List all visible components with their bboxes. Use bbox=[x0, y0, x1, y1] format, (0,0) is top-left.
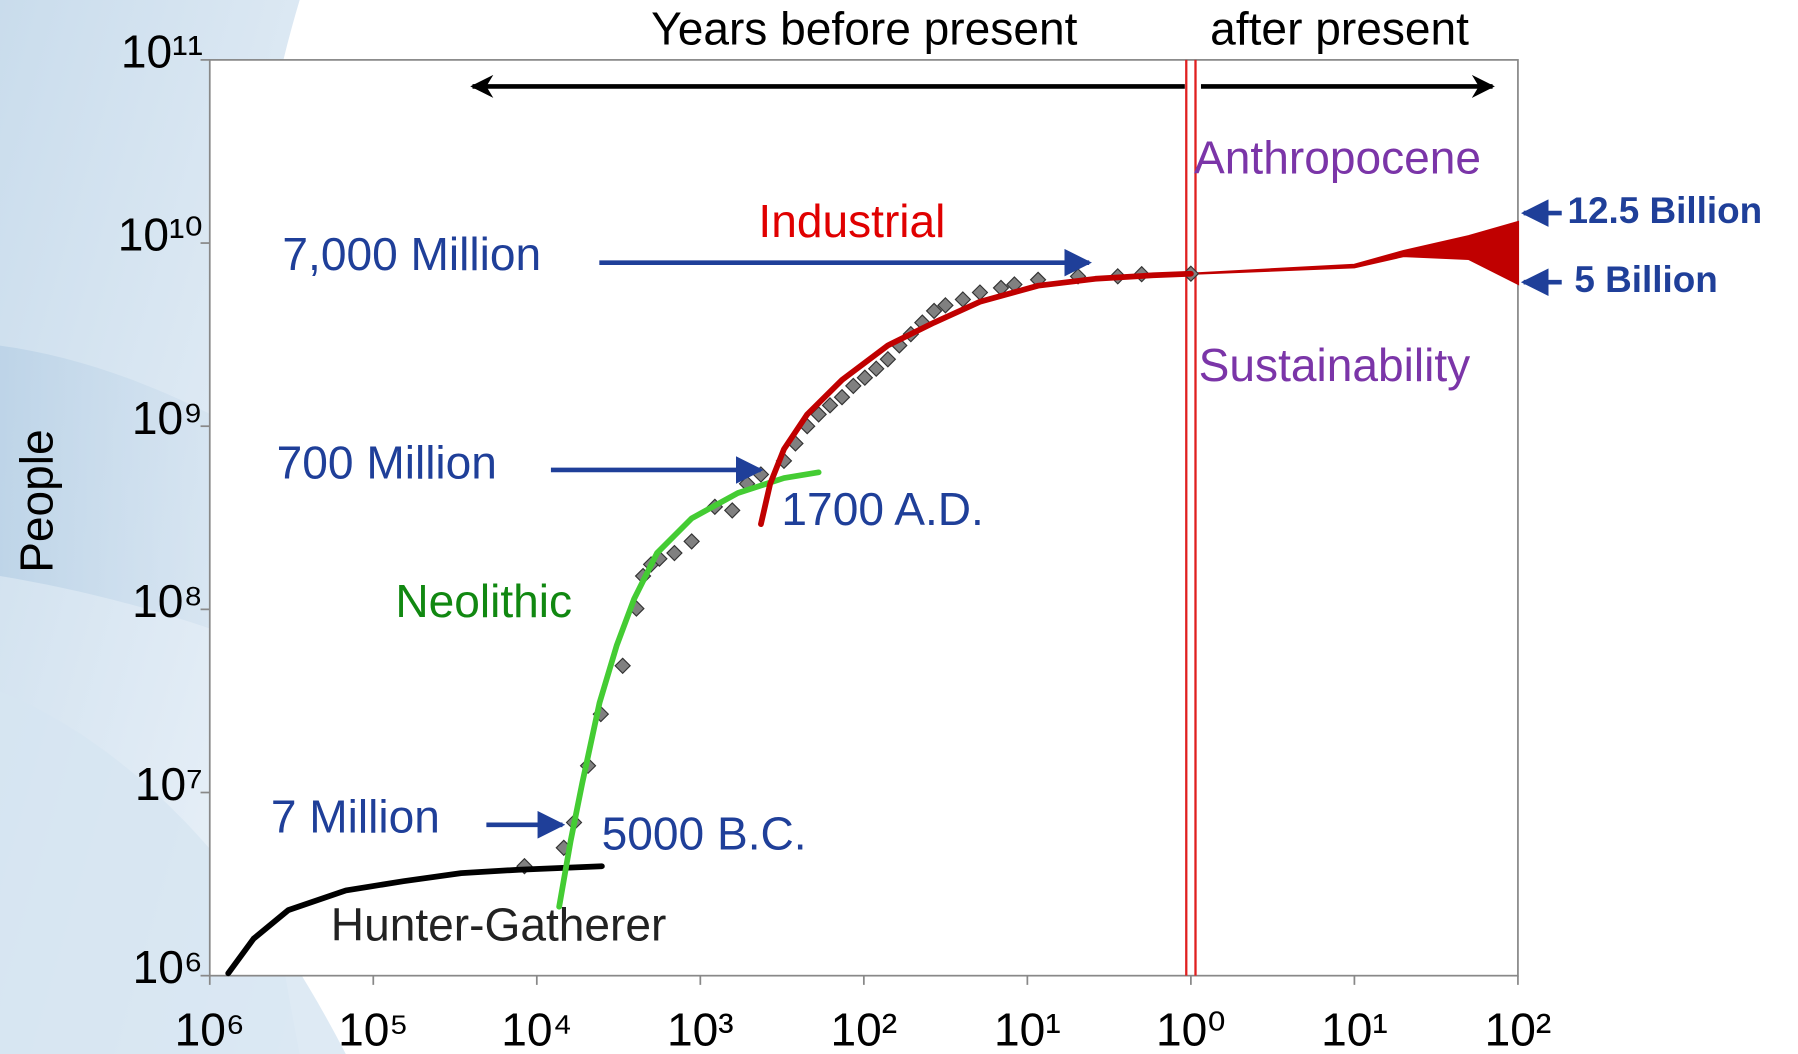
x-tick-label: 10⁶ bbox=[175, 1003, 245, 1054]
plot-area bbox=[208, 59, 1519, 977]
data-point bbox=[666, 544, 683, 562]
header-left: Years before present bbox=[651, 2, 1077, 54]
data-point bbox=[821, 397, 839, 414]
y-tick-label: 10¹¹ bbox=[121, 25, 203, 77]
y-tick-label: 10⁷ bbox=[135, 758, 203, 810]
annotation: Sustainability bbox=[1199, 339, 1471, 391]
annotation: 7 Million bbox=[271, 790, 440, 842]
data-point bbox=[879, 350, 897, 368]
series-line bbox=[758, 270, 1194, 528]
data-point bbox=[614, 657, 631, 675]
annotation: 5 Billion bbox=[1574, 259, 1717, 300]
x-tick-label: 10⁴ bbox=[501, 1003, 572, 1054]
annotation: 7,000 Million bbox=[282, 228, 541, 280]
series-label: Hunter-Gatherer bbox=[331, 899, 667, 951]
x-tick-label: 10³ bbox=[667, 1003, 734, 1054]
series-line bbox=[225, 863, 605, 977]
y-axis-label: People bbox=[11, 429, 63, 572]
data-point bbox=[856, 369, 874, 387]
annotation: 12.5 Billion bbox=[1567, 190, 1762, 231]
y-tick-label: 10¹⁰ bbox=[118, 209, 203, 261]
x-tick-label: 10⁰ bbox=[1156, 1003, 1226, 1054]
y-tick-label: 10⁸ bbox=[132, 575, 203, 627]
x-tick-label: 10² bbox=[831, 1003, 898, 1054]
series-label: Neolithic bbox=[395, 575, 572, 627]
annotation: 700 Million bbox=[277, 437, 497, 489]
x-tick-label: 10² bbox=[1485, 1003, 1552, 1054]
data-point bbox=[833, 388, 851, 406]
annotation: Anthropocene bbox=[1194, 131, 1481, 183]
y-tick-label: 10⁹ bbox=[132, 392, 203, 444]
data-point bbox=[844, 377, 862, 395]
plot bbox=[225, 59, 1520, 977]
x-tick-label: 10⁵ bbox=[338, 1003, 408, 1054]
data-point bbox=[723, 502, 741, 519]
annotation: 1700 A.D. bbox=[781, 483, 983, 535]
annotation: 5000 B.C. bbox=[602, 808, 807, 860]
series-label: Industrial bbox=[758, 195, 945, 247]
x-tick-label: 10¹ bbox=[994, 1003, 1061, 1054]
y-tick-label: 10⁶ bbox=[133, 941, 203, 993]
series-line bbox=[556, 469, 822, 910]
data-point bbox=[867, 360, 885, 378]
data-point bbox=[925, 302, 943, 320]
header-right: after present bbox=[1210, 2, 1469, 54]
x-tick-label: 10¹ bbox=[1321, 1003, 1388, 1054]
projection-band bbox=[1190, 220, 1520, 286]
data-point bbox=[937, 297, 954, 314]
data-point bbox=[683, 533, 700, 550]
